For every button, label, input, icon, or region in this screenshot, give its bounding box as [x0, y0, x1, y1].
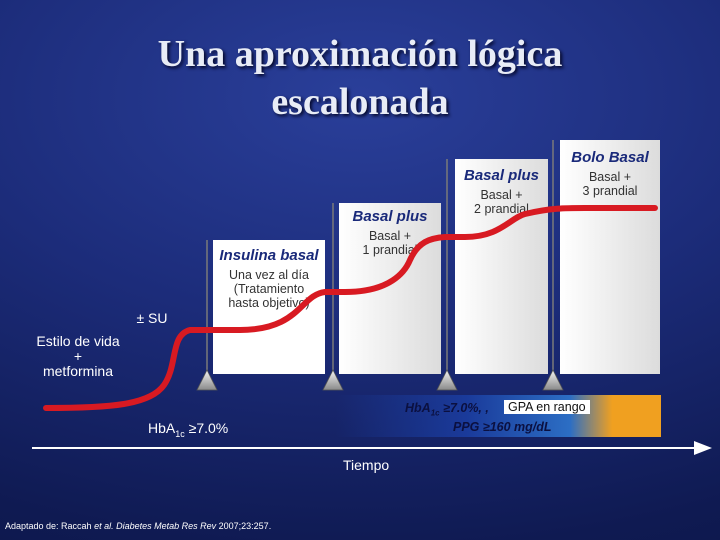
target-band — [336, 395, 661, 437]
desc-basal-plus-2: Basal + 2 prandial — [474, 188, 529, 216]
header-basal-plus-1: Basal plus — [352, 208, 428, 225]
header-basal-plus-2: Basal plus — [463, 167, 540, 184]
title-line-1: Una aproximación lógica — [157, 33, 563, 75]
column-insulina-basal — [213, 240, 325, 374]
x-axis-label: Tiempo — [343, 457, 390, 473]
column-bolo-basal — [560, 140, 660, 374]
band-hba1c-label: HbA1c ≥7.0%, , — [405, 401, 489, 418]
treatment-step-curve — [43, 205, 658, 411]
reference-citation: Adaptado de: Raccah et al. Diabetes Meta… — [5, 521, 272, 531]
column-basal-plus-2 — [455, 159, 548, 374]
header-bolo-basal: Bolo Basal — [571, 149, 649, 166]
desc-bolo-basal: Basal + 3 prandial — [582, 170, 638, 198]
step-marker-3 — [436, 369, 458, 391]
step-marker-4 — [542, 369, 564, 391]
column-basal-plus-1 — [339, 203, 441, 374]
step-marker-1 — [196, 369, 218, 391]
time-axis-arrowhead — [694, 441, 712, 455]
hba1c-threshold-label: HbA1c ≥7.0% — [148, 420, 229, 439]
title-line-2: escalonada — [271, 81, 449, 123]
label-su: ± SU — [136, 310, 168, 326]
desc-basal-plus-1: Basal + 1 prandial — [362, 229, 418, 257]
band-ppg-label: PPG ≥160 mg/dL — [453, 420, 552, 434]
page-title: Una aproximación lógica escalonada — [0, 30, 720, 126]
desc-insulina-basal: Una vez al día (Tratamiento hasta objeti… — [228, 268, 310, 310]
step-marker-2 — [322, 369, 344, 391]
header-insulina-basal: Insulina basal — [219, 247, 319, 264]
label-lifestyle-metformin: Estilo de vida + metformina — [36, 333, 120, 379]
band-gpa-label: GPA en rango — [504, 400, 590, 414]
